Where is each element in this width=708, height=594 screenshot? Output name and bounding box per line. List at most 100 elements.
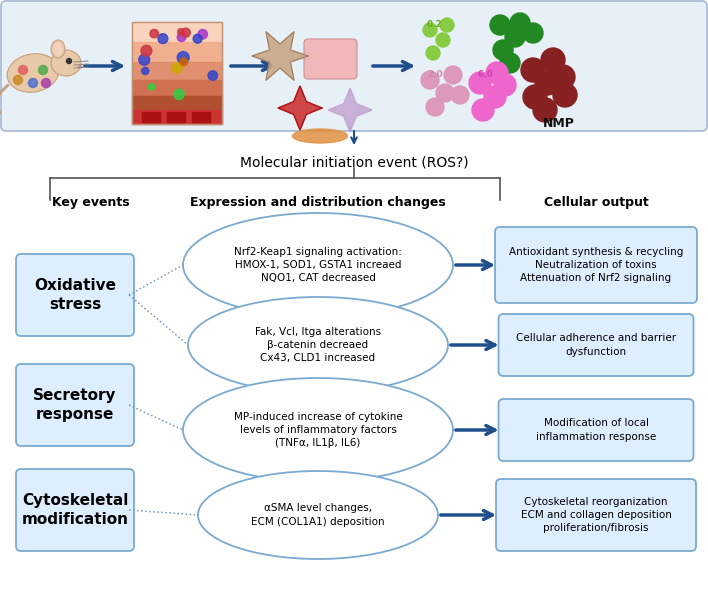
Circle shape [42, 78, 50, 87]
Circle shape [523, 85, 547, 109]
Text: Expression and distribution changes: Expression and distribution changes [190, 196, 446, 209]
Circle shape [484, 86, 506, 108]
Circle shape [469, 72, 491, 94]
Text: Secretory
response: Secretory response [33, 388, 117, 422]
Bar [132, 96, 222, 110]
Circle shape [423, 23, 437, 37]
Ellipse shape [183, 378, 453, 482]
Text: 6.0: 6.0 [477, 70, 493, 79]
Text: MP-induced increase of cytokine
levels of inflammatory factors
(TNFα, IL1β, IL6): MP-induced increase of cytokine levels o… [234, 412, 402, 448]
FancyBboxPatch shape [304, 39, 357, 79]
Circle shape [436, 33, 450, 47]
Bar [132, 110, 222, 124]
Text: NMP: NMP [543, 117, 575, 130]
Circle shape [535, 71, 559, 95]
Circle shape [444, 66, 462, 84]
Bar [142, 112, 160, 122]
Text: 1.0: 1.0 [513, 17, 529, 26]
Circle shape [521, 58, 545, 82]
Ellipse shape [54, 43, 62, 55]
Circle shape [139, 54, 149, 65]
Circle shape [148, 84, 154, 90]
Circle shape [67, 58, 72, 64]
Text: Fak, Vcl, Itga alterations
β-catenin decreaed
Cx43, CLD1 increased: Fak, Vcl, Itga alterations β-catenin dec… [255, 327, 381, 363]
Circle shape [493, 40, 513, 60]
Text: Antioxidant synthesis & recycling
Neutralization of toxins
Attenuation of Nrf2 s: Antioxidant synthesis & recycling Neutra… [509, 247, 683, 283]
Circle shape [541, 48, 565, 72]
Circle shape [486, 62, 508, 84]
FancyBboxPatch shape [16, 364, 134, 446]
Ellipse shape [51, 40, 65, 58]
Bar [132, 80, 222, 96]
Polygon shape [328, 88, 372, 132]
Circle shape [150, 29, 159, 38]
Circle shape [13, 75, 23, 84]
Ellipse shape [7, 53, 59, 92]
Bar [132, 22, 222, 42]
Circle shape [28, 78, 38, 87]
Text: Cytoskeletal
modification: Cytoskeletal modification [21, 493, 128, 527]
Circle shape [551, 65, 575, 89]
Circle shape [421, 71, 439, 89]
Text: 0.2: 0.2 [427, 20, 442, 29]
Circle shape [181, 28, 190, 37]
Ellipse shape [77, 65, 83, 69]
Circle shape [426, 98, 444, 116]
Text: Cytoskeletal reorganization
ECM and collagen deposition
proliferation/fibrosis: Cytoskeletal reorganization ECM and coll… [520, 497, 671, 533]
Text: 2.0: 2.0 [427, 70, 442, 79]
Circle shape [198, 30, 207, 39]
FancyBboxPatch shape [16, 469, 134, 551]
Circle shape [436, 84, 454, 102]
Text: mix: mix [540, 53, 557, 62]
Ellipse shape [198, 471, 438, 559]
Circle shape [178, 29, 184, 35]
Circle shape [490, 15, 510, 35]
Circle shape [177, 52, 189, 64]
Circle shape [553, 83, 577, 107]
Bar [167, 112, 185, 122]
Circle shape [500, 53, 520, 73]
Text: Key events: Key events [52, 196, 130, 209]
Bar [132, 42, 222, 62]
Circle shape [523, 23, 543, 43]
Text: Oxidative
stress: Oxidative stress [34, 278, 116, 312]
Text: αSMA level changes,
ECM (COL1A1) deposition: αSMA level changes, ECM (COL1A1) deposit… [251, 503, 385, 527]
Circle shape [533, 98, 557, 122]
Circle shape [158, 34, 168, 43]
Ellipse shape [188, 297, 448, 393]
Circle shape [510, 13, 530, 33]
Circle shape [440, 18, 454, 32]
Circle shape [208, 71, 217, 80]
Ellipse shape [292, 129, 348, 143]
Circle shape [141, 45, 152, 56]
Polygon shape [278, 86, 322, 130]
FancyBboxPatch shape [498, 314, 694, 376]
FancyBboxPatch shape [16, 254, 134, 336]
FancyBboxPatch shape [498, 399, 694, 461]
Bar [132, 22, 222, 124]
Circle shape [142, 68, 149, 74]
Bar [132, 62, 222, 80]
FancyBboxPatch shape [496, 479, 696, 551]
FancyBboxPatch shape [495, 227, 697, 303]
Ellipse shape [51, 50, 81, 76]
Circle shape [472, 99, 494, 121]
Polygon shape [252, 31, 308, 80]
Circle shape [426, 46, 440, 60]
Bar [192, 112, 210, 122]
FancyBboxPatch shape [1, 1, 707, 131]
Text: Cellular output: Cellular output [544, 196, 649, 209]
Ellipse shape [183, 213, 453, 317]
Text: Nrf2-Keap1 signaling activation:
HMOX-1, SOD1, GSTA1 increaed
NQO1, CAT decrease: Nrf2-Keap1 signaling activation: HMOX-1,… [234, 247, 402, 283]
Text: Modification of local
inflammation response: Modification of local inflammation respo… [536, 418, 656, 441]
Circle shape [180, 58, 188, 66]
Circle shape [505, 27, 525, 47]
Circle shape [174, 89, 184, 100]
Circle shape [18, 65, 28, 74]
Circle shape [38, 65, 47, 74]
Circle shape [171, 62, 182, 73]
Circle shape [193, 34, 202, 43]
Circle shape [494, 74, 516, 96]
Text: Molecular initiation event (ROS?): Molecular initiation event (ROS?) [240, 155, 468, 169]
Circle shape [177, 33, 185, 42]
